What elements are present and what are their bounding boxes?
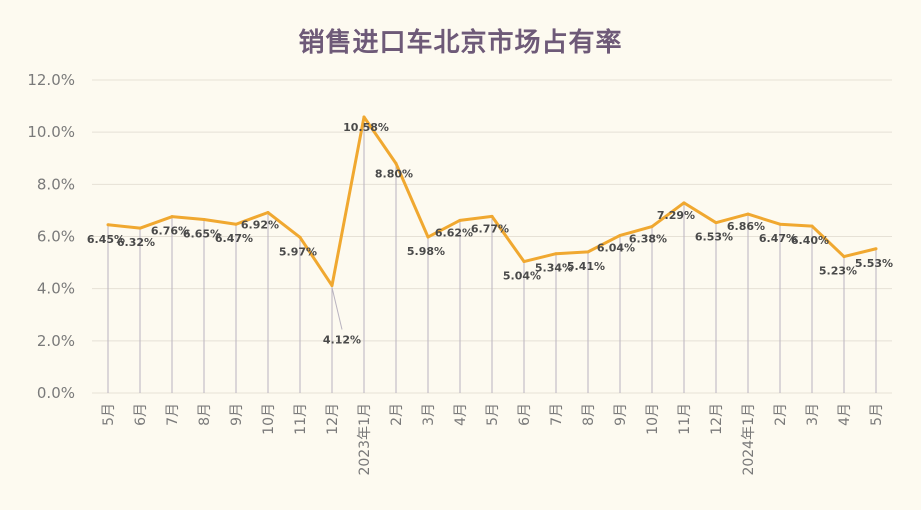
data-point <box>810 224 814 228</box>
data-label: 5.53% <box>855 257 893 270</box>
chart-title: 销售进口车北京市场占有率 <box>298 28 623 58</box>
x-tick-label: 2024年1月 <box>741 403 757 476</box>
y-tick-label: 2.0% <box>37 332 75 350</box>
data-label: 6.32% <box>117 236 155 249</box>
data-point <box>170 215 174 219</box>
y-tick-label: 12.0% <box>27 71 75 89</box>
x-tick-label: 8月 <box>197 403 213 426</box>
data-label: 6.40% <box>791 234 829 247</box>
data-label: 5.23% <box>819 265 857 278</box>
x-tick-label: 5月 <box>869 403 885 426</box>
x-tick-label: 7月 <box>549 403 565 426</box>
data-label: 6.53% <box>695 231 733 244</box>
data-point <box>746 212 750 216</box>
data-point <box>842 255 846 259</box>
x-tick-label: 9月 <box>229 403 245 426</box>
x-tick-label: 3月 <box>805 403 821 426</box>
x-tick-label: 12月 <box>709 403 725 435</box>
data-point <box>458 218 462 222</box>
data-point <box>618 233 622 237</box>
data-point <box>874 247 878 251</box>
data-label: 6.86% <box>727 220 765 233</box>
y-tick-label: 8.0% <box>37 175 75 193</box>
data-label: 6.47% <box>759 232 797 245</box>
x-tick-label: 9月 <box>613 403 629 426</box>
x-tick-label: 8月 <box>581 403 597 426</box>
data-point <box>298 235 302 239</box>
x-tick-label: 2023年1月 <box>357 403 373 476</box>
x-tick-label: 10月 <box>645 403 661 435</box>
x-tick-label: 4月 <box>453 403 469 426</box>
data-point <box>138 226 142 230</box>
data-label: 5.34% <box>535 262 573 275</box>
y-tick-label: 6.0% <box>37 228 75 246</box>
data-point <box>330 284 334 288</box>
data-point <box>362 115 366 119</box>
y-tick-label: 4.0% <box>37 280 75 298</box>
data-label: 5.04% <box>503 270 541 283</box>
data-point <box>650 225 654 229</box>
data-point <box>106 223 110 227</box>
data-point <box>490 214 494 218</box>
x-tick-label: 12月 <box>325 403 341 435</box>
data-point <box>394 161 398 165</box>
data-label: 5.98% <box>407 245 445 258</box>
x-tick-label: 6月 <box>517 403 533 426</box>
data-point <box>778 222 782 226</box>
x-tick-label: 11月 <box>677 403 693 435</box>
data-label: 6.62% <box>435 226 473 239</box>
y-tick-label: 0.0% <box>37 384 75 402</box>
y-tick-label: 10.0% <box>27 123 75 141</box>
x-tick-label: 5月 <box>101 403 117 426</box>
data-label: 6.38% <box>629 233 667 246</box>
x-tick-label: 11月 <box>293 403 309 435</box>
data-label: 6.92% <box>241 219 279 232</box>
data-label: 6.76% <box>151 225 189 238</box>
label-leader-line <box>331 287 343 330</box>
data-label: 5.41% <box>567 260 605 273</box>
data-point <box>714 221 718 225</box>
data-label: 6.65% <box>183 228 221 241</box>
data-point <box>586 250 590 254</box>
x-tick-label: 3月 <box>421 403 437 426</box>
data-point <box>202 218 206 222</box>
x-tick-label: 6月 <box>133 403 149 426</box>
data-label: 7.29% <box>657 209 695 222</box>
data-point <box>522 260 526 264</box>
data-label: 10.58% <box>343 121 389 134</box>
x-tick-label: 4月 <box>837 403 853 426</box>
data-label: 4.12% <box>323 334 361 347</box>
data-point <box>682 201 686 205</box>
data-point <box>426 235 430 239</box>
x-tick-label: 10月 <box>261 403 277 435</box>
data-label: 6.77% <box>471 222 509 235</box>
x-tick-label: 2月 <box>389 403 405 426</box>
x-tick-label: 5月 <box>485 403 501 426</box>
data-label: 5.97% <box>279 245 317 258</box>
data-label: 8.80% <box>375 167 413 180</box>
data-label: 6.45% <box>87 233 125 246</box>
data-point <box>554 252 558 256</box>
x-tick-label: 7月 <box>165 403 181 426</box>
data-point <box>234 222 238 226</box>
x-tick-label: 2月 <box>773 403 789 426</box>
data-point <box>266 211 270 215</box>
data-label: 6.04% <box>597 241 635 254</box>
data-label: 6.47% <box>215 232 253 245</box>
